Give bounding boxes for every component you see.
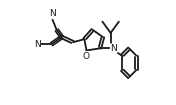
Text: N: N — [49, 9, 56, 18]
Text: N: N — [34, 40, 40, 49]
Text: O: O — [83, 52, 90, 61]
Text: N: N — [110, 44, 117, 53]
